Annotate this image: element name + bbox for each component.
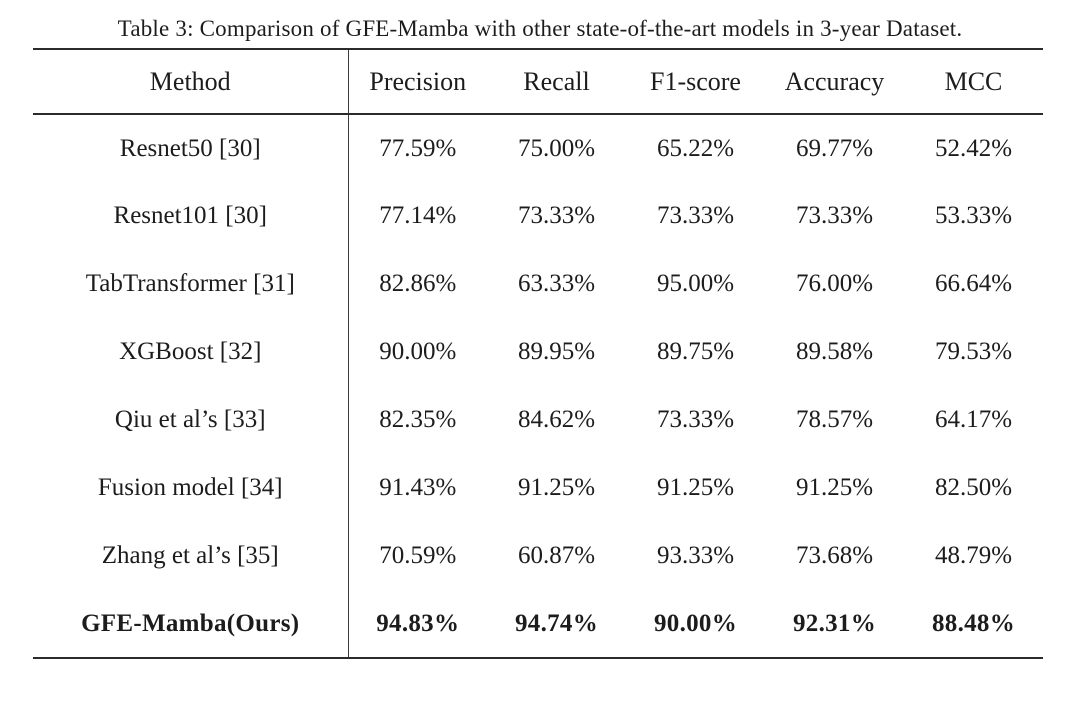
method-cell: Qiu et al’s [33] [33,386,349,454]
table-row: Qiu et al’s [33] 82.35% 84.62% 73.33% 78… [33,386,1043,454]
method-cell: Resnet50 [30] [33,114,349,182]
value-cell: 91.25% [517,474,596,501]
value-cell: 75.00% [517,134,596,162]
table-row: TabTransformer [31] 82.86% 63.33% 95.00%… [33,250,1043,318]
value-cell: 94.74% [514,609,599,637]
value-cell: 82.50% [934,474,1013,501]
value-cell: 73.68% [795,542,874,569]
table-row: Resnet50 [30] 77.59% 75.00% 65.22% 69.77… [33,114,1043,182]
table-body: Resnet50 [30] 77.59% 75.00% 65.22% 69.77… [33,114,1043,658]
value-cell: 88.48% [931,609,1016,637]
value-cell: 48.79% [934,542,1013,569]
value-cell: 89.75% [656,338,735,365]
method-cell: XGBoost [32] [33,318,349,386]
value-cell: 79.53% [934,338,1013,365]
value-cell: 90.00% [379,338,457,365]
paper-page: Table 3: Comparison of GFE-Mamba with ot… [0,15,1080,706]
value-cell: 82.35% [379,406,457,433]
table-row: Resnet101 [30] 77.14% 73.33% 73.33% 73.3… [33,182,1043,250]
table-row-ours: GFE-Mamba(Ours) 94.83% 94.74% 90.00% 92.… [33,590,1043,658]
value-cell: 94.83% [376,609,460,637]
value-cell: 73.33% [656,406,735,433]
value-cell: 69.77% [795,134,874,162]
column-header-recall: Recall [523,66,590,96]
value-cell: 66.64% [934,270,1013,297]
column-header-accuracy: Accuracy [784,66,885,96]
value-cell: 95.00% [656,270,735,297]
column-header-f1-score: F1-score [650,66,741,96]
value-cell: 76.00% [795,270,874,297]
value-cell: 73.33% [656,202,735,229]
value-cell: 77.59% [379,134,457,162]
value-cell: 91.25% [795,474,874,501]
value-cell: 84.62% [517,406,596,433]
method-cell: Resnet101 [30] [33,182,349,250]
header-row: Method Precision Recall F1-score Accurac… [33,49,1043,114]
table-row: Zhang et al’s [35] 70.59% 60.87% 93.33% … [33,522,1043,590]
value-cell: 92.31% [792,609,877,637]
column-header-precision: Precision [369,66,467,96]
value-cell: 73.33% [517,202,596,229]
results-table: Method Precision Recall F1-score Accurac… [33,48,1043,659]
value-cell: 73.33% [795,202,874,229]
value-cell: 53.33% [934,202,1013,229]
value-cell: 89.95% [517,338,596,365]
value-cell: 90.00% [653,609,738,637]
value-cell: 78.57% [795,406,874,433]
value-cell: 89.58% [795,338,874,365]
method-cell: TabTransformer [31] [33,250,349,318]
value-cell: 52.42% [934,134,1013,162]
table-header: Method Precision Recall F1-score Accurac… [33,49,1043,114]
table-caption: Table 3: Comparison of GFE-Mamba with ot… [117,16,963,41]
method-cell: GFE-Mamba(Ours) [33,590,349,658]
value-cell: 70.59% [379,542,457,569]
value-cell: 60.87% [517,542,596,569]
method-cell: Fusion model [34] [33,454,349,522]
value-cell: 93.33% [656,542,735,569]
value-cell: 82.86% [379,270,457,297]
column-header-method: Method [33,49,349,114]
table-row: XGBoost [32] 90.00% 89.95% 89.75% 89.58%… [33,318,1043,386]
value-cell: 77.14% [379,202,457,229]
value-cell: 63.33% [517,270,596,297]
column-header-mcc: MCC [944,66,1003,96]
method-cell: Zhang et al’s [35] [33,522,349,590]
value-cell: 65.22% [656,134,735,162]
table-row: Fusion model [34] 91.43% 91.25% 91.25% 9… [33,454,1043,522]
value-cell: 91.43% [379,474,457,501]
value-cell: 64.17% [934,406,1013,433]
value-cell: 91.25% [656,474,735,501]
